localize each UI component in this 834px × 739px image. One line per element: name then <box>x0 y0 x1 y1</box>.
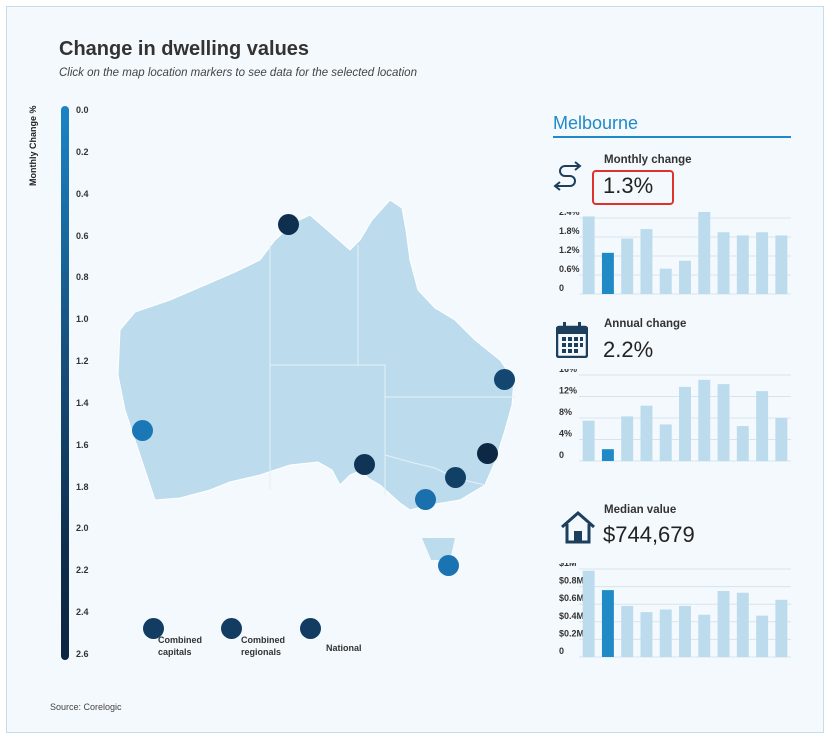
bar <box>698 212 711 294</box>
legend-tick-label: 1.6 <box>76 439 89 450</box>
map-marker-combined-regionals[interactable] <box>220 617 242 639</box>
y-tick-label: 8% <box>559 407 572 417</box>
legend-tick-label: 1.2 <box>76 356 89 367</box>
source-note: Source: Corelogic <box>50 702 122 712</box>
marker-label-combined-capitals: Combined capitals <box>158 635 202 657</box>
median-value-amount: $744,679 <box>603 522 695 547</box>
legend-tick-label: 0.4 <box>76 188 89 199</box>
map-marker-combined-capitals[interactable] <box>142 617 164 639</box>
bar-selected <box>601 590 614 657</box>
bar <box>659 609 672 657</box>
bar <box>717 384 730 461</box>
y-tick-label: 1.2% <box>559 245 580 255</box>
bar <box>679 605 691 657</box>
y-tick-label: 0 <box>559 450 564 460</box>
legend-tick-label: 2.0 <box>76 523 89 534</box>
map-marker-sydney[interactable] <box>476 442 498 464</box>
page-title: Change in dwelling values <box>59 38 310 60</box>
y-tick-label: 12% <box>559 386 577 396</box>
legend-tick-label: 1.8 <box>76 481 89 492</box>
bar <box>621 416 634 461</box>
bar <box>679 386 691 461</box>
map-marker-canberra[interactable] <box>444 466 466 488</box>
y-tick-label: 16% <box>559 369 577 374</box>
bar <box>698 379 711 461</box>
legend-tick-label: 2.2 <box>76 565 89 576</box>
legend-tick-label: 0.6 <box>76 230 89 241</box>
median-value-chart: $1M $0.8M $0.6M $0.4M $0.2M 0 <box>559 563 791 658</box>
median-value-label: Median value <box>604 504 677 516</box>
bar <box>756 615 769 657</box>
monthly-change-value: 1.3% <box>603 173 654 198</box>
map-marker-adelaide[interactable] <box>353 453 375 475</box>
bar <box>582 216 595 294</box>
marker-label-national: National <box>326 643 362 653</box>
bar <box>621 238 634 294</box>
y-tick-label: $0.8M <box>559 576 584 586</box>
y-tick-label: 0.6% <box>559 264 580 274</box>
calendar-icon <box>556 322 588 358</box>
annual-change-value: 2.2% <box>603 337 654 362</box>
bar <box>736 426 749 461</box>
bar-selected <box>601 252 614 294</box>
bar <box>679 260 691 294</box>
monthly-change-label: Monthly change <box>604 154 692 166</box>
map-marker-brisbane[interactable] <box>493 368 515 390</box>
bar <box>717 591 730 657</box>
annual-change-chart: 16% 12% 8% 4% 0 <box>559 369 791 462</box>
bar <box>717 232 730 294</box>
bar-selected <box>601 449 614 461</box>
y-tick-label: 4% <box>559 429 572 439</box>
bar <box>640 405 653 461</box>
bar <box>736 592 749 657</box>
monthly-change-chart: 2.4% 1.8% 1.2% 0.6% 0 <box>559 212 791 295</box>
australia-mainland <box>117 200 515 511</box>
bar <box>775 235 788 294</box>
y-tick-label: 2.4% <box>559 212 580 217</box>
bar <box>698 614 711 657</box>
bar <box>659 424 672 461</box>
map-marker-national[interactable] <box>299 617 321 639</box>
legend-tick-label: 0.8 <box>76 272 89 283</box>
marker-label-combined-regionals: Combined regionals <box>241 635 285 657</box>
y-tick-label: 0 <box>559 283 564 293</box>
bar <box>640 229 653 294</box>
bar <box>582 570 595 657</box>
page-subtitle: Click on the map location markers to see… <box>59 67 417 79</box>
bar <box>775 418 788 461</box>
bar <box>640 612 653 657</box>
bar <box>621 605 634 657</box>
legend-tick-label: 2.6 <box>76 649 89 659</box>
australia-map <box>117 200 515 560</box>
legend-tick-label: 2.4 <box>76 607 89 618</box>
location-underline <box>553 136 791 138</box>
house-icon <box>561 511 595 544</box>
map-marker-hobart[interactable] <box>437 554 459 576</box>
legend-title: Monthly Change % <box>28 105 38 187</box>
legend-tick-label: 1.0 <box>76 314 89 325</box>
bar <box>659 268 672 294</box>
y-tick-label: 0 <box>559 646 564 656</box>
bar <box>756 232 769 294</box>
y-tick-label: $1M <box>559 563 577 568</box>
bar <box>756 391 769 461</box>
bar <box>736 235 749 294</box>
annual-change-label: Annual change <box>604 318 687 330</box>
map-marker-darwin[interactable] <box>277 213 299 235</box>
bar <box>775 599 788 657</box>
legend-tick-label: 0.0 <box>76 105 89 115</box>
y-tick-label: $0.4M <box>559 611 584 621</box>
legend-tick-label: 0.2 <box>76 146 89 157</box>
y-tick-label: $0.6M <box>559 593 584 603</box>
legend-color-scale <box>61 106 69 660</box>
map-marker-melbourne[interactable] <box>414 488 436 510</box>
map-marker-perth[interactable] <box>131 419 153 441</box>
y-tick-label: 1.8% <box>559 226 580 236</box>
y-tick-label: $0.2M <box>559 628 584 638</box>
selected-location: Melbourne <box>553 113 639 133</box>
legend-tick-label: 1.4 <box>76 397 89 408</box>
monthly-value-highlight <box>592 170 674 205</box>
exchange-arrows-icon <box>553 161 582 191</box>
bar <box>582 420 595 461</box>
